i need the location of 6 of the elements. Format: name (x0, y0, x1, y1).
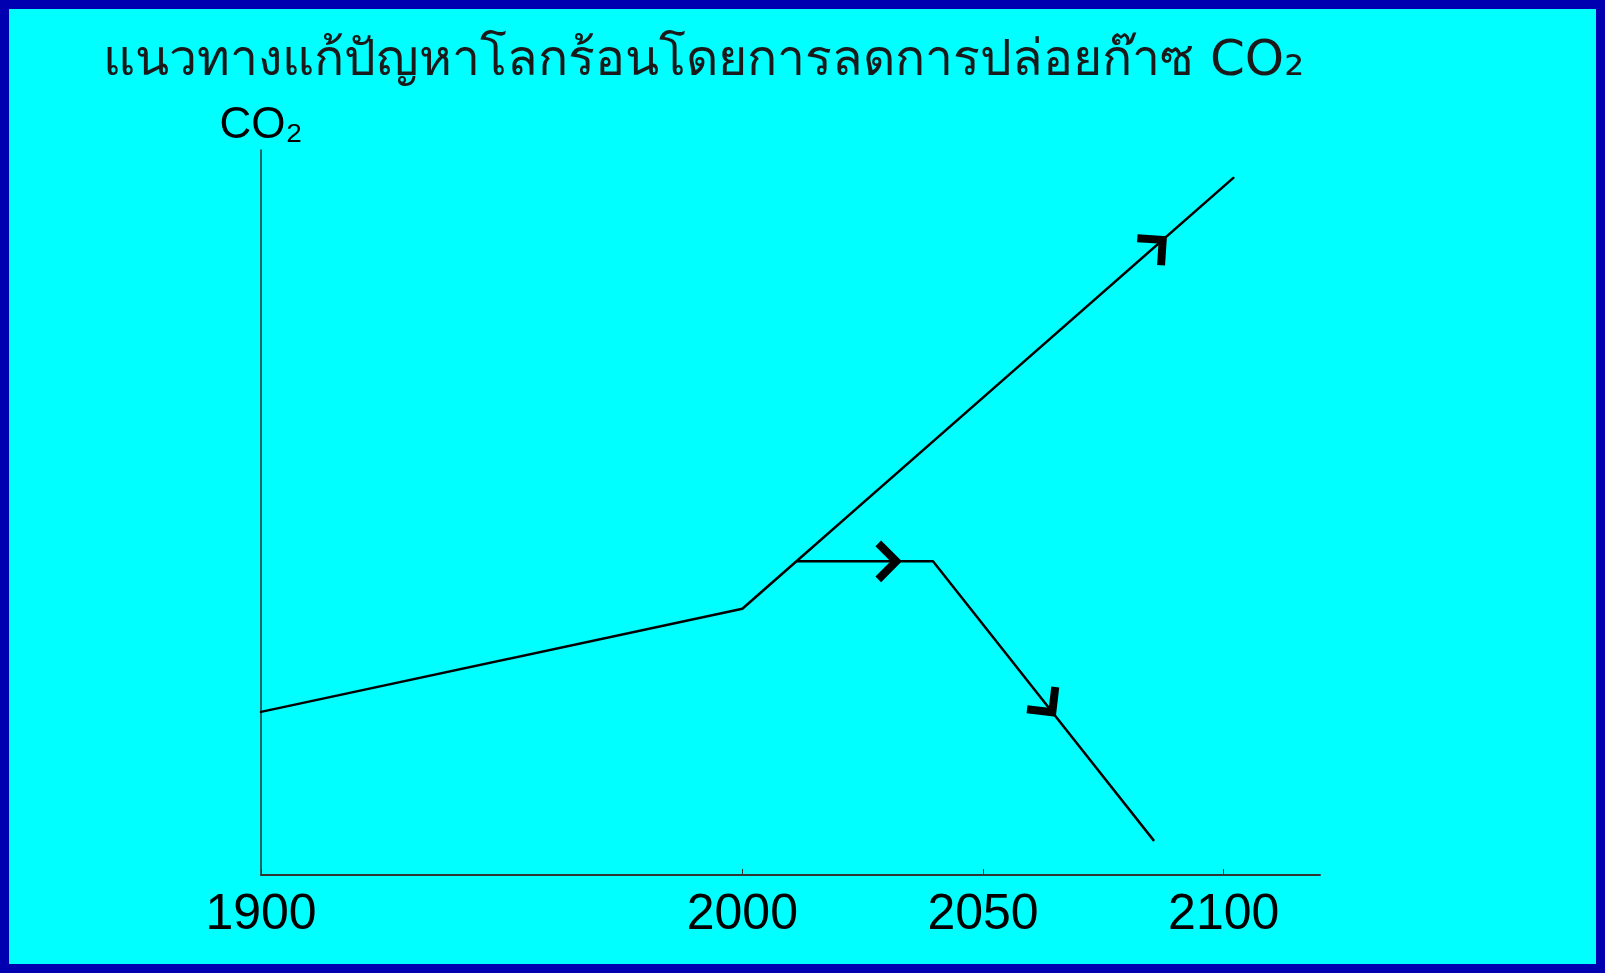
x-tick-label: 2050 (927, 884, 1039, 940)
y-axis-title: CO₂ (219, 97, 303, 147)
x-tick-label: 2000 (686, 884, 798, 940)
x-tick-label: 1900 (205, 884, 317, 940)
chart-title: แนวทางแก้ปัญหาโลกร้อนโดยการลดการปล่อยก๊าซ CO₂ (103, 29, 1305, 87)
x-tick-label: 2100 (1168, 884, 1280, 940)
